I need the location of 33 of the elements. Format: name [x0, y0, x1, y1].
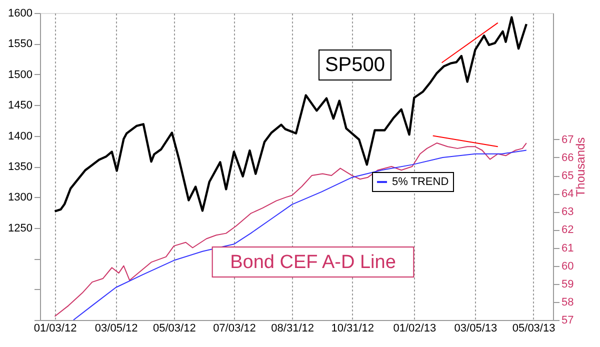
- y-tick-label: 1400: [8, 130, 32, 142]
- y2-tick-label: 57: [562, 314, 574, 326]
- x-tick-label: 03/05/13: [454, 322, 498, 334]
- y2-tick-label: 60: [562, 260, 574, 272]
- x-tick-label: 01/03/12: [34, 322, 77, 334]
- x-tick-label: 10/31/12: [331, 322, 374, 334]
- y2-tick-label: 65: [562, 170, 574, 182]
- y-tick-label: 1600: [8, 8, 32, 20]
- y2-tick-label: 66: [562, 152, 574, 164]
- x-tick-label: 01/02/13: [393, 322, 436, 334]
- y-tick-label: 1550: [8, 38, 32, 50]
- x-tick-label: 05/03/12: [153, 322, 196, 334]
- y2-tick-label: 63: [562, 206, 574, 218]
- y-tick-label: 1350: [8, 161, 32, 173]
- y2-tick-label: 67: [562, 134, 574, 146]
- legend-label: 5% TREND: [392, 176, 449, 188]
- y-tick-label: 1250: [8, 222, 32, 234]
- y-tick-label: 1300: [8, 192, 32, 204]
- x-tick-label: 07/03/12: [213, 322, 256, 334]
- x-tick-label: 08/31/12: [271, 322, 314, 334]
- series-label: Bond CEF A-D Line: [230, 252, 396, 273]
- y-tick-label: 1450: [8, 100, 32, 112]
- y-tick-label: 1500: [8, 68, 32, 81]
- y2-tick-label: 62: [562, 224, 574, 236]
- y2-tick-label: 58: [562, 296, 574, 308]
- x-tick-label: 05/03/13: [512, 322, 556, 334]
- y2-tick-label: 61: [562, 242, 574, 254]
- y2-axis-title: Thousands: [574, 137, 588, 197]
- series-label: SP500: [324, 54, 386, 76]
- y2-tick-label: 59: [562, 278, 574, 290]
- x-tick-label: 03/05/12: [94, 322, 138, 334]
- line-series: [54, 16, 528, 212]
- y2-tick-label: 64: [562, 188, 574, 200]
